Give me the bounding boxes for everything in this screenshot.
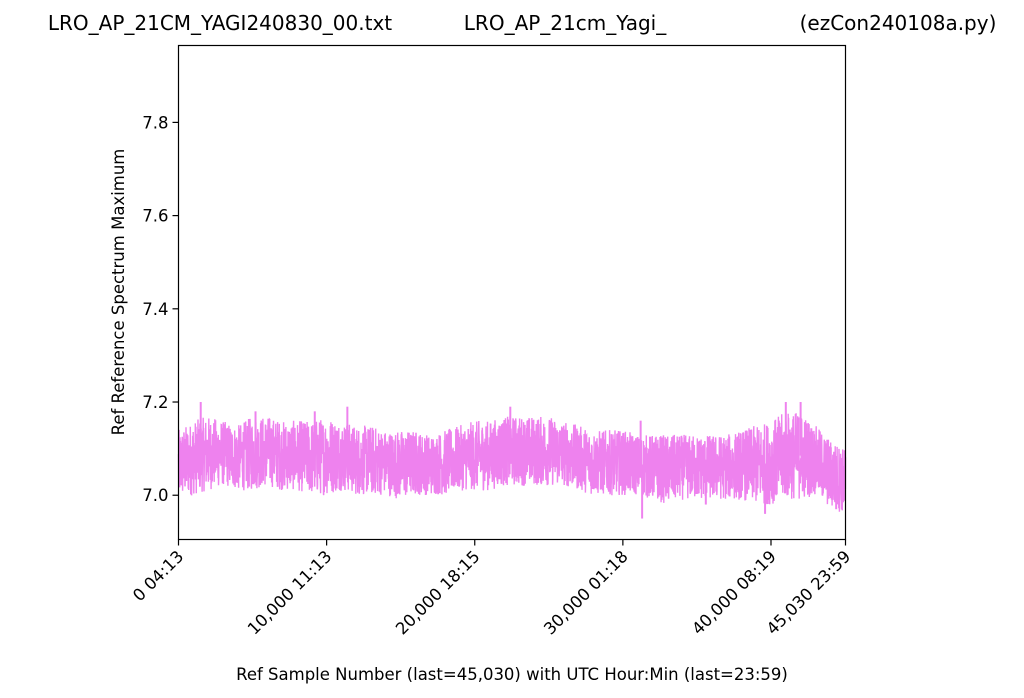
x-axis-ticks: 0 04:13 10,000 11:13 20,000 18:15 30,000 01… [129,539,854,639]
header-right-title: (ezCon240108a.py) [800,11,997,35]
y-axis-ticks: 7.0 7.2 7.4 7.6 7.8 [142,113,179,505]
y-tick-label: 7.0 [142,486,168,505]
y-tick-label: 7.4 [142,300,168,319]
x-tick-label: 30,000 01:18 [540,547,632,639]
x-tick-label: 20,000 18:15 [392,547,484,639]
y-tick-label: 7.8 [142,113,168,132]
header-center-title: LRO_AP_21cm_Yagi_ [464,11,667,35]
y-tick-label: 7.6 [142,207,168,226]
x-tick-label: 0 04:13 [129,547,187,605]
series-line-0 [177,413,847,512]
y-tick-label: 7.2 [142,393,168,412]
x-tick-label: 10,000 11:13 [244,547,336,639]
y-axis-label: Ref Reference Spectrum Maximum [109,149,128,436]
plot-area [177,402,847,519]
plot-frame [177,44,847,541]
x-axis-label: Ref Sample Number (last=45,030) with UTC… [236,665,788,684]
header-left-title: LRO_AP_21CM_YAGI240830_00.txt [48,11,392,35]
